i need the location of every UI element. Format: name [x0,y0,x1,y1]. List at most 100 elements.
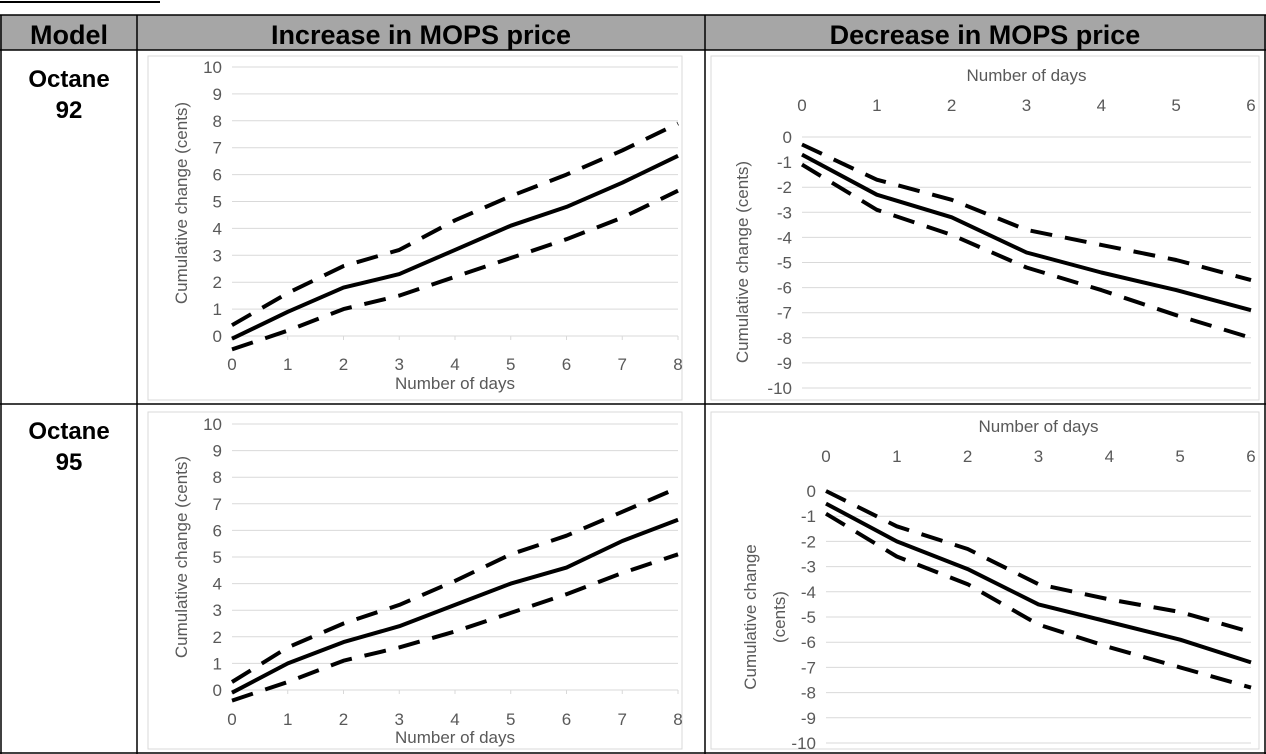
row-label-octane92-line1: Octane [28,66,109,93]
y-tick-label: 8 [213,468,222,487]
x-tick-label: 5 [1171,96,1180,115]
y-tick-label: 10 [203,58,222,77]
x-tick-label: 6 [1246,96,1255,115]
header-increase: Increase in MOPS price [271,20,571,50]
chart-octane95-decrease: 0 -1 -2 -3 -4 -5 -6 -7 -8 -9 -10 0 1 2 3 4 5 6 Number of d… [710,411,1260,753]
x-tick-label: 7 [618,710,627,729]
chart-frame [710,411,1260,750]
upper-bound-line [825,489,1252,635]
x-tick-label: 2 [339,710,348,729]
y-axis-label: Cumulative change (cents) [172,456,191,658]
y-tick-label: 4 [213,219,222,238]
y-axis-label-line2: (cents) [770,591,789,643]
y-tick-label: -2 [777,178,792,197]
header-model: Model [30,20,108,50]
lower-bound-line [231,188,679,352]
table-grid [0,14,1266,754]
y-tick-label: 9 [213,85,222,104]
y-tick-label: -6 [801,633,816,652]
x-tick-label: 1 [283,710,292,729]
row-label-octane92-line2: 92 [56,97,83,124]
y-tick-label: -5 [777,254,792,273]
x-tick-label: 5 [1175,447,1184,466]
x-axis-label: Number of days [967,66,1087,85]
x-tick-label: 5 [506,710,515,729]
x-tick-label: 4 [1097,96,1106,115]
x-tick-label: 4 [450,710,459,729]
y-tick-label: -2 [801,532,816,551]
y-tick-label: 7 [213,495,222,514]
y-tick-label: 7 [213,139,222,158]
x-tick-label: 7 [618,355,627,374]
row-label-octane95-line2: 95 [56,449,83,476]
x-tick-label: 1 [872,96,881,115]
y-tick-label: 1 [213,654,222,673]
y-tick-label: -5 [801,608,816,627]
y-tick-label: -8 [777,329,792,348]
chart-octane92-decrease: 0 -1 -2 -3 -4 -5 -6 -7 -8 -9 -10 0 1 2 3 4 5 6 Number of d… [710,55,1260,401]
lower-bound-line [800,162,1252,340]
x-tick-label: 3 [1034,447,1043,466]
y-tick-label: 8 [213,112,222,131]
lower-bound-line [231,552,679,703]
header-row-background [0,15,1266,50]
upper-bound-line [230,485,679,684]
y-tick-label: 0 [213,327,222,346]
y-tick-label: 6 [213,521,222,540]
x-axis-label: Number of days [395,374,515,393]
x-tick-label: 3 [395,355,404,374]
y-tick-label: -4 [777,228,792,247]
y-tick-label: -3 [777,203,792,222]
y-axis-label-line1: Cumulative change [741,544,760,690]
chart-frame [710,55,1260,401]
x-tick-label: 8 [673,355,682,374]
y-tick-label: 5 [213,193,222,212]
y-tick-label: -6 [777,279,792,298]
y-tick-label: 3 [213,246,222,265]
x-axis-label: Number of days [979,417,1099,436]
header-decrease: Decrease in MOPS price [830,20,1141,50]
y-tick-label: -4 [801,583,816,602]
x-tick-label: 8 [673,710,682,729]
y-tick-label: 4 [213,575,222,594]
estimate-line [825,501,1252,665]
y-tick-label: 5 [213,548,222,567]
y-tick-label: 2 [213,273,222,292]
x-tick-label: 0 [227,355,236,374]
estimate-line [231,517,679,695]
x-tick-label: 2 [947,96,956,115]
chart-frame [147,55,683,401]
x-tick-label: 4 [450,355,459,374]
y-axis-label: Cumulative change (cents) [172,102,191,304]
x-tick-label: 6 [562,710,571,729]
chart-frame [147,411,683,750]
x-tick-label: 3 [1022,96,1031,115]
y-axis-label: Cumulative change (cents) [733,161,752,363]
y-tick-label: 0 [783,128,792,147]
y-tick-label: 2 [213,628,222,647]
y-tick-label: 0 [213,681,222,700]
y-tick-label: 9 [213,442,222,461]
y-tick-label: -7 [801,658,816,677]
estimate-line [801,152,1252,313]
x-axis-label: Number of days [395,728,515,747]
x-tick-label: 0 [821,447,830,466]
y-tick-label: 3 [213,601,222,620]
row-label-octane95-line1: Octane [28,418,109,445]
x-tick-label: 0 [797,96,806,115]
y-tick-label: 6 [213,166,222,185]
y-tick-label: 10 [203,415,222,434]
upper-bound-line [231,121,679,327]
x-tick-label: 1 [283,355,292,374]
y-tick-label: -7 [777,304,792,323]
x-tick-label: 4 [1105,447,1114,466]
y-tick-label: -3 [801,558,816,577]
lower-bound-line [824,511,1252,690]
x-tick-label: 1 [892,447,901,466]
y-tick-label: 1 [213,300,222,319]
x-tick-label: 6 [562,355,571,374]
y-tick-label: 0 [807,482,816,501]
